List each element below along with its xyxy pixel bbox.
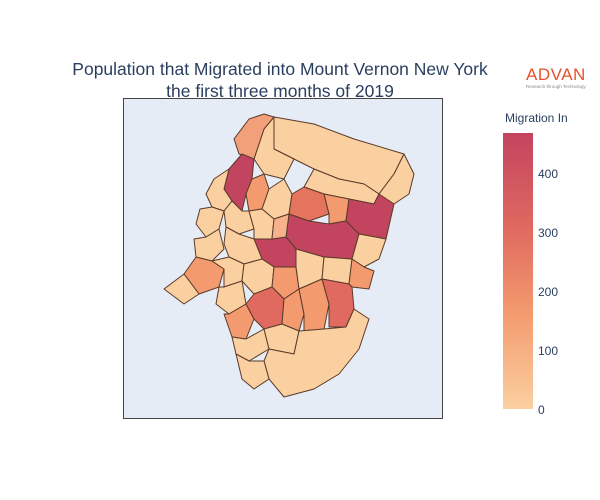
tract-south-2[interactable]	[281, 288, 305, 332]
tract-south-east-big[interactable]	[263, 308, 370, 398]
colorbar-tick-0: 0	[538, 403, 545, 417]
tract-center-upper-3[interactable]	[323, 193, 350, 225]
logo-wordmark: ADVAN	[526, 65, 586, 84]
tract-north-west-orange[interactable]	[233, 113, 275, 160]
colorbar-tick-300: 300	[538, 226, 559, 240]
colorbar-tick-100: 100	[538, 344, 559, 358]
choropleth-map[interactable]	[124, 99, 444, 420]
colorbar-tick-400: 400	[538, 167, 559, 181]
map-frame	[123, 98, 443, 419]
tract-south-west-strip[interactable]	[235, 353, 270, 390]
colorbar	[503, 133, 533, 409]
chart-title: Population that Migrated into Mount Vern…	[0, 58, 560, 102]
logo-tagline: Research through Technology	[526, 84, 586, 89]
tract-north-mid[interactable]	[253, 116, 295, 180]
chart-title-line-1: Population that Migrated into Mount Vern…	[72, 59, 488, 79]
tract-sw-1[interactable]	[163, 273, 200, 305]
tract-center-mid-2[interactable]	[271, 213, 290, 240]
colorbar-title: Migration In	[505, 111, 568, 125]
chart-title-line-2: the first three months of 2019	[166, 81, 394, 101]
tract-east-mid[interactable]	[351, 233, 387, 268]
colorbar-tick-200: 200	[538, 285, 559, 299]
advan-logo: ADVAN Research through Technology	[526, 66, 596, 90]
